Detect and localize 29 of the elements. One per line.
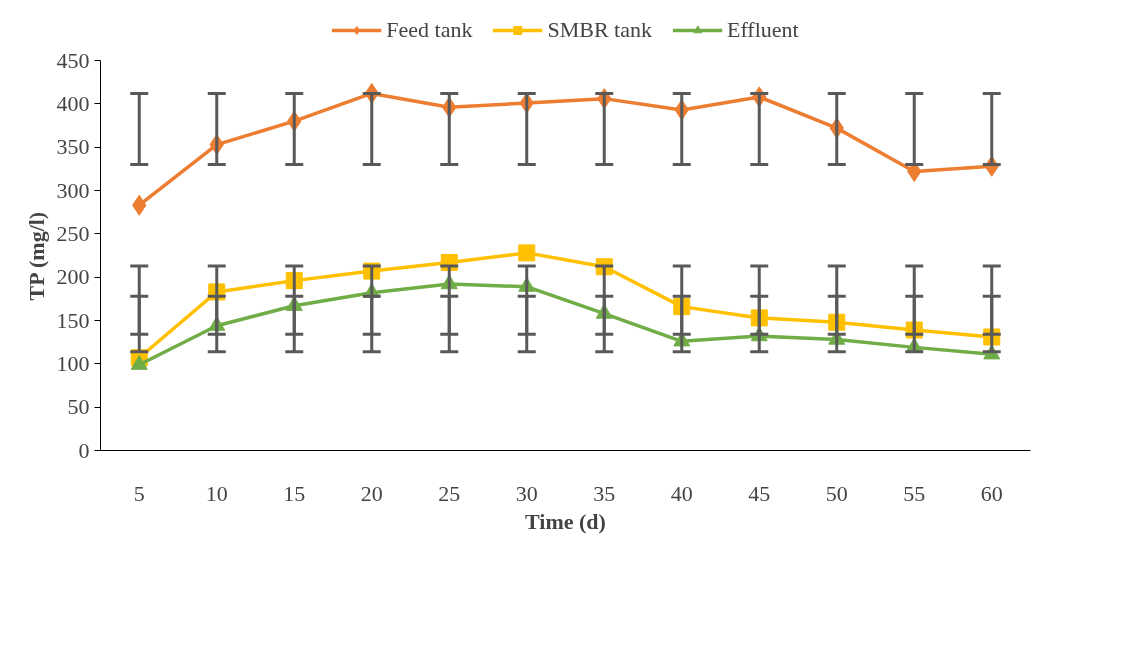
x-tick-label: 35 — [593, 480, 616, 506]
x-tick-label: 50 — [825, 480, 848, 506]
x-tick-label: 55 — [903, 480, 926, 506]
x-axis-title: Time (d) — [525, 508, 606, 534]
y-tick-label: 450 — [56, 47, 90, 73]
y-tick-label: 350 — [56, 134, 90, 160]
legend-label: SMBR tank — [547, 17, 652, 43]
y-tick-label: 100 — [56, 350, 90, 376]
x-tick-label: 60 — [980, 480, 1003, 506]
y-axis-title: TP (mg/l) — [23, 211, 49, 301]
x-tick-label: 20 — [360, 480, 383, 506]
x-tick-label: 10 — [205, 480, 228, 506]
y-tick-label: 0 — [78, 437, 90, 463]
x-tick-label: 25 — [438, 480, 461, 506]
x-tick-label: 15 — [283, 480, 306, 506]
y-tick-label: 400 — [56, 90, 90, 116]
x-tick-label: 5 — [133, 480, 145, 506]
legend-label: Feed tank — [386, 17, 473, 43]
y-tick-label: 50 — [67, 394, 90, 420]
point — [130, 354, 148, 370]
legend-label: Effluent — [727, 17, 799, 43]
x-tick-label: 45 — [748, 480, 771, 506]
y-tick-label: 300 — [56, 177, 90, 203]
y-tick-label: 250 — [56, 220, 90, 246]
x-tick-label: 40 — [670, 480, 693, 506]
x-tick-label: 30 — [515, 480, 538, 506]
y-tick-label: 200 — [56, 264, 90, 290]
y-tick-label: 150 — [56, 307, 90, 333]
point — [518, 244, 536, 262]
